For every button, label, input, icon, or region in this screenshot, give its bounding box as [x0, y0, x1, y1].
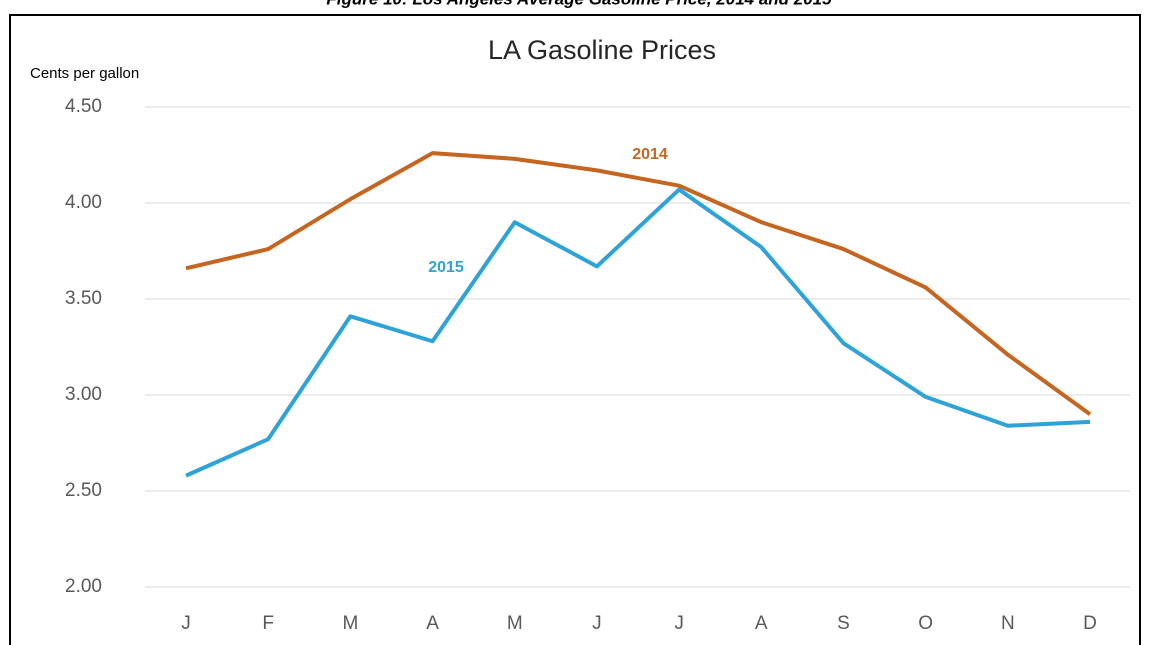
- series-line: [185, 187, 1091, 478]
- series-label: 2015: [428, 259, 464, 276]
- series-label: 2014: [632, 146, 668, 163]
- series-line: [185, 151, 1092, 416]
- x-tick-label: S: [837, 613, 850, 634]
- y-tick-label: 2.50: [65, 480, 102, 501]
- frame: [9, 14, 1141, 645]
- y-axis-label: Cents per gallon: [30, 65, 139, 82]
- x-tick-label: D: [1083, 613, 1097, 634]
- x-tick-label: A: [426, 613, 439, 634]
- y-tick-label: 4.50: [65, 96, 102, 117]
- y-tick-label: 3.50: [65, 288, 102, 309]
- y-tick-label: 4.00: [65, 192, 102, 213]
- x-tick-label: F: [262, 613, 274, 634]
- x-tick-label: N: [1001, 613, 1015, 634]
- x-tick-label: J: [592, 613, 602, 634]
- x-tick-label: J: [181, 613, 191, 634]
- x-tick-label: M: [507, 613, 523, 634]
- y-tick-label: 3.00: [65, 384, 102, 405]
- x-tick-label: A: [755, 613, 768, 634]
- figure-caption: Figure 10: Los Angeles Average Gasoline …: [326, 0, 832, 8]
- chart-title: LA Gasoline Prices: [488, 35, 716, 65]
- x-tick-label: O: [918, 613, 933, 634]
- y-tick-label: 2.00: [65, 576, 102, 597]
- x-tick-label: M: [342, 613, 358, 634]
- x-tick-label: J: [674, 613, 684, 634]
